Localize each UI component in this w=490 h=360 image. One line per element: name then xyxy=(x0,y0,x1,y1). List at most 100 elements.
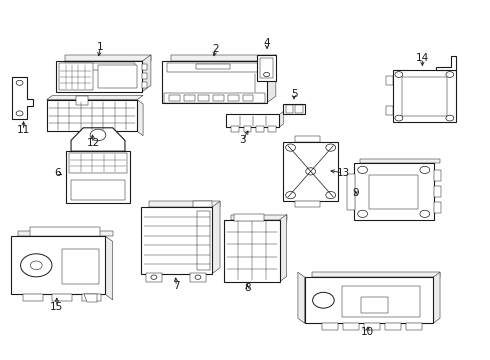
Polygon shape xyxy=(171,55,276,61)
Polygon shape xyxy=(360,159,440,163)
Bar xyxy=(283,104,305,114)
Bar xyxy=(228,95,239,101)
Bar xyxy=(295,105,303,113)
Polygon shape xyxy=(231,215,287,220)
Bar xyxy=(305,277,433,323)
Polygon shape xyxy=(386,106,393,115)
Bar xyxy=(283,142,338,201)
Bar xyxy=(184,95,195,101)
Bar xyxy=(234,214,264,221)
Text: 14: 14 xyxy=(416,53,429,63)
Bar xyxy=(226,114,279,127)
Polygon shape xyxy=(12,77,33,119)
Bar xyxy=(244,126,251,132)
Polygon shape xyxy=(433,272,440,323)
Bar xyxy=(196,64,230,69)
Bar xyxy=(434,170,441,181)
Bar xyxy=(142,64,147,70)
Polygon shape xyxy=(279,112,283,127)
Polygon shape xyxy=(84,294,97,302)
Bar xyxy=(268,126,276,132)
Polygon shape xyxy=(137,100,143,136)
Text: 1: 1 xyxy=(97,42,104,52)
Bar xyxy=(56,61,142,92)
Bar xyxy=(69,153,127,173)
Text: 2: 2 xyxy=(212,44,219,54)
Bar xyxy=(231,126,239,132)
Polygon shape xyxy=(212,201,220,274)
Bar xyxy=(385,323,401,330)
Bar xyxy=(434,202,441,213)
Bar xyxy=(164,93,265,103)
Bar xyxy=(76,96,88,105)
Polygon shape xyxy=(149,201,220,207)
Bar xyxy=(142,73,147,79)
Polygon shape xyxy=(142,55,151,92)
Polygon shape xyxy=(280,215,287,282)
Polygon shape xyxy=(298,272,305,323)
Bar xyxy=(197,211,210,270)
Bar xyxy=(243,95,253,101)
Polygon shape xyxy=(267,55,276,103)
Bar xyxy=(402,77,447,116)
Bar xyxy=(64,63,135,70)
Bar xyxy=(322,323,338,330)
Polygon shape xyxy=(312,272,440,277)
Bar xyxy=(347,174,355,210)
Bar xyxy=(257,55,276,81)
Text: 11: 11 xyxy=(17,125,30,135)
Polygon shape xyxy=(386,76,393,85)
Polygon shape xyxy=(105,236,113,300)
Bar xyxy=(167,63,262,72)
Bar xyxy=(295,201,320,207)
Bar xyxy=(224,220,280,282)
Polygon shape xyxy=(436,56,456,70)
Bar xyxy=(82,294,101,301)
Text: 9: 9 xyxy=(352,188,359,198)
Bar xyxy=(295,136,320,142)
Bar xyxy=(393,70,456,122)
Bar xyxy=(361,297,388,313)
Text: 12: 12 xyxy=(86,138,100,148)
Text: 6: 6 xyxy=(54,168,61,178)
Bar xyxy=(71,180,125,200)
Text: 3: 3 xyxy=(239,135,246,145)
Bar xyxy=(98,65,137,88)
Text: 10: 10 xyxy=(361,327,374,337)
Bar xyxy=(47,100,137,131)
Bar xyxy=(162,61,267,103)
Bar xyxy=(256,126,264,132)
Bar xyxy=(142,82,147,88)
Bar xyxy=(23,294,43,301)
Bar xyxy=(260,58,273,78)
Bar xyxy=(66,151,130,203)
Bar xyxy=(213,95,224,101)
Bar xyxy=(59,63,93,90)
Bar xyxy=(190,273,206,282)
Polygon shape xyxy=(193,201,212,207)
Bar xyxy=(364,323,380,330)
Polygon shape xyxy=(71,128,125,151)
Bar xyxy=(286,105,293,113)
Bar xyxy=(406,323,422,330)
Text: 13: 13 xyxy=(336,168,350,178)
Bar xyxy=(434,186,441,197)
Text: 8: 8 xyxy=(244,283,251,293)
Text: 4: 4 xyxy=(264,38,270,48)
Text: 7: 7 xyxy=(173,281,180,291)
Bar xyxy=(11,236,105,294)
Bar xyxy=(52,294,72,301)
Polygon shape xyxy=(30,227,100,236)
Bar xyxy=(343,323,359,330)
Text: 5: 5 xyxy=(291,89,297,99)
Text: 15: 15 xyxy=(50,302,64,312)
Bar xyxy=(354,163,434,220)
Polygon shape xyxy=(47,95,143,100)
Bar xyxy=(198,95,209,101)
Bar xyxy=(169,95,180,101)
Bar xyxy=(369,175,418,209)
Polygon shape xyxy=(65,55,151,61)
Bar xyxy=(146,273,162,282)
Bar xyxy=(62,249,99,284)
Bar xyxy=(141,207,212,274)
